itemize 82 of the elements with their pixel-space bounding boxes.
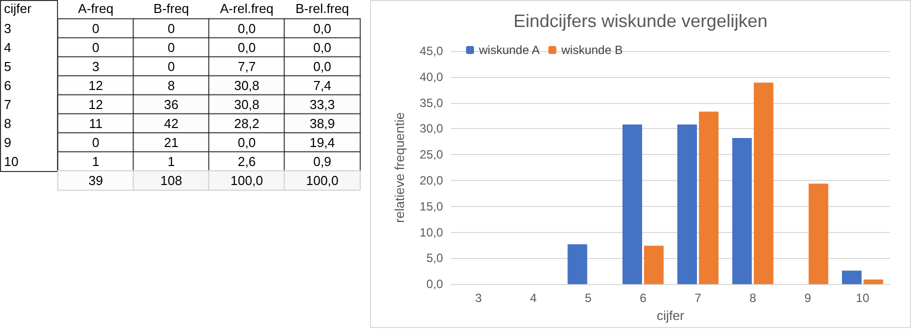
data-label: 0 [92, 21, 100, 36]
y-tick-label: 7 [4, 97, 12, 112]
data-label: 2,6 [238, 154, 256, 169]
data-label: 7,4 [313, 78, 332, 93]
data-label: 0,9 [313, 154, 332, 169]
data-label: 108 [160, 173, 182, 188]
data-label: 0 [168, 40, 175, 55]
data-label: 0,0 [238, 21, 256, 36]
y-tick-label: 10 [4, 154, 18, 169]
y-tick-label: 8 [4, 116, 12, 131]
x-axis-title: cijfer [656, 308, 685, 323]
x-tick-label: 7 [694, 291, 702, 306]
y-tick-label: 45,0 [420, 44, 444, 58]
data-label: 1 [92, 154, 100, 169]
y-axis-title: cijfer [4, 1, 32, 16]
data-label: 21 [164, 135, 178, 150]
x-tick-label: 8 [749, 291, 756, 306]
bar [732, 138, 752, 284]
legend-label: wiskunde A [478, 43, 540, 57]
data-label: 38,9 [310, 116, 335, 131]
bar [677, 124, 697, 284]
x-tick-label: A-rel.freq [220, 1, 274, 16]
y-tick-label: 15,0 [420, 199, 444, 214]
y-tick-label: 40,0 [420, 70, 444, 84]
data-label: 0 [168, 21, 175, 36]
data-label: 0 [168, 59, 175, 74]
y-tick-label: 6 [4, 78, 12, 93]
data-label: 0 [92, 135, 100, 150]
y-tick-label: 5,0 [426, 251, 444, 266]
y-tick-label: 35,0 [420, 96, 444, 110]
x-tick-label: B-freq [154, 1, 189, 16]
y-tick-label: 30,0 [420, 122, 444, 136]
y-tick-label: 0,0 [426, 277, 444, 292]
bar [622, 124, 642, 284]
data-label: 0,0 [313, 59, 332, 74]
data-label: 0,0 [313, 21, 332, 36]
bar [842, 270, 862, 284]
bar [698, 112, 719, 284]
y-tick-label: 9 [4, 135, 12, 150]
data-label: 1 [168, 154, 175, 169]
x-tick-label: 3 [475, 291, 482, 306]
y-tick-label: 3 [4, 21, 12, 36]
bar [864, 279, 884, 284]
data-label: 0,0 [238, 135, 256, 150]
data-label: 28,2 [234, 116, 260, 131]
data-label: 39 [88, 173, 103, 188]
data-label: 11 [89, 116, 102, 131]
y-tick-label: 4 [4, 40, 12, 55]
data-label: 7,7 [238, 59, 256, 74]
legend-label: wiskunde B [560, 43, 623, 57]
x-tick-label: A-freq [78, 1, 114, 16]
data-label: 30,8 [234, 97, 260, 112]
data-label: 12 [88, 78, 103, 93]
data-label: 19,4 [310, 135, 335, 150]
data-label: 36 [164, 97, 178, 112]
data-label: 8 [168, 78, 175, 93]
x-tick-label: 9 [804, 291, 812, 306]
bar [568, 244, 588, 284]
x-tick-label: 10 [856, 291, 870, 306]
data-label: 42 [164, 116, 178, 131]
data-label: 100,0 [306, 173, 339, 188]
data-label: 12 [88, 97, 103, 112]
y-tick-label: 25,0 [420, 148, 444, 162]
x-tick-label: 5 [584, 291, 592, 306]
y-axis-title: relatieve frequentie [392, 112, 407, 223]
y-tick-label: 5 [4, 59, 12, 74]
x-tick-label: B-rel.freq [296, 1, 349, 16]
bar [754, 82, 774, 284]
data-label: 0 [92, 40, 100, 55]
bar [644, 246, 664, 284]
data-label: 30,8 [234, 78, 260, 93]
data-label: 0,0 [313, 40, 332, 55]
data-label: 33,3 [310, 97, 335, 112]
chart-title: Eindcijfers wiskunde vergelijken [513, 11, 768, 31]
data-label: 3 [92, 59, 100, 74]
x-tick-label: 4 [530, 291, 537, 306]
y-tick-label: 20,0 [420, 174, 444, 188]
data-label: 100,0 [230, 173, 264, 188]
x-tick-label: 6 [640, 291, 647, 306]
bar [808, 184, 828, 284]
data-label: 0,0 [238, 40, 256, 55]
y-tick-label: 10,0 [420, 225, 444, 240]
